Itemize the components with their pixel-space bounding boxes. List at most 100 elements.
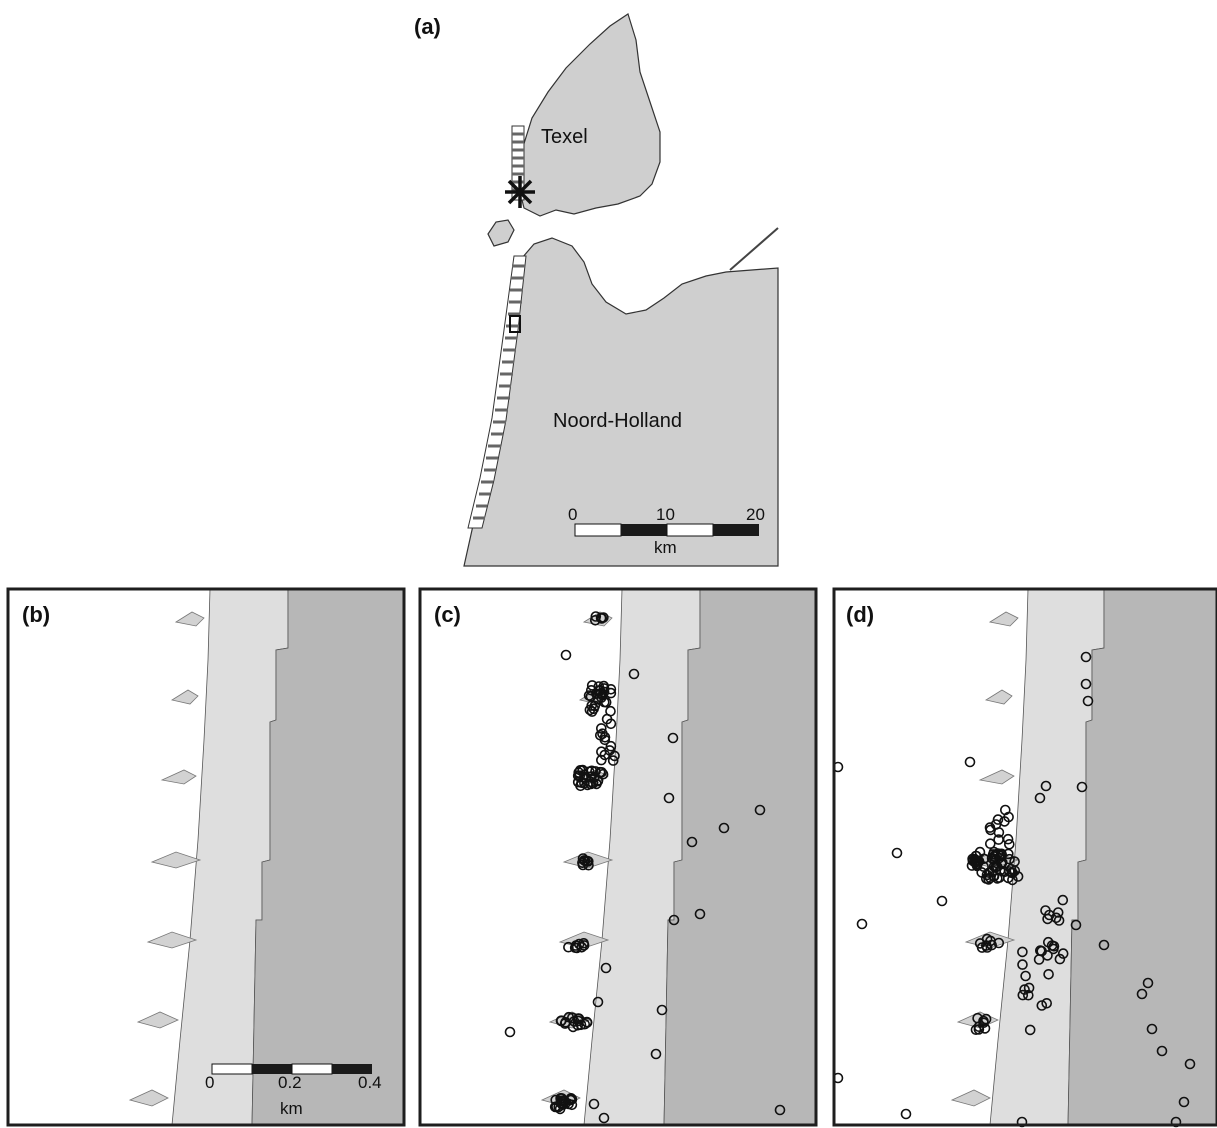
observation-point — [1156, 1045, 1168, 1057]
observation-point — [1017, 989, 1029, 1001]
observation-point — [694, 908, 706, 920]
observation-point — [1042, 913, 1053, 925]
panel-d-map: (d) — [832, 587, 1217, 1128]
observation-point — [976, 867, 988, 878]
scale-bar-b: 0 0.2 0.4 km — [205, 1063, 382, 1118]
scale-a-unit: km — [654, 538, 677, 557]
observation-point — [1043, 968, 1054, 980]
observation-point — [1041, 997, 1052, 1009]
observation-point — [582, 779, 593, 791]
observation-point — [990, 819, 1002, 830]
observation-point — [1009, 865, 1021, 877]
observation-point — [565, 1093, 577, 1104]
observation-point — [971, 859, 983, 871]
observation-point — [560, 649, 572, 661]
observation-point — [1070, 919, 1082, 931]
observation-point — [598, 1112, 610, 1124]
scale-b-tick-0: 0 — [205, 1073, 214, 1092]
observation-point — [595, 687, 607, 699]
observation-point — [1142, 977, 1154, 989]
observation-point — [597, 728, 608, 740]
observation-point — [586, 680, 598, 691]
observation-point — [718, 822, 730, 834]
observation-point — [992, 814, 1004, 825]
study-site-marker — [509, 315, 521, 333]
observation-point — [583, 690, 595, 701]
afsluitdijk-line — [729, 227, 779, 271]
scale-a-tick-0: 0 — [568, 505, 577, 524]
observation-point — [774, 1104, 786, 1116]
observation-point — [594, 729, 606, 741]
observation-point — [598, 696, 610, 708]
observation-point — [1002, 833, 1014, 845]
observation-point — [979, 1023, 991, 1034]
observation-point — [1080, 678, 1092, 690]
observation-point — [576, 941, 588, 953]
observation-point — [579, 1018, 591, 1030]
place-noord-holland: Noord-Holland — [553, 410, 682, 432]
panel-a-map: (a) Texel Noord-Holland 0 10 20 km — [414, 13, 779, 567]
observation-point — [1040, 780, 1052, 792]
observation-point — [981, 869, 993, 881]
observation-point — [1082, 695, 1094, 707]
observation-point — [593, 681, 605, 692]
observation-point — [984, 838, 996, 850]
observations-d — [832, 651, 1196, 1128]
observation-point — [1003, 838, 1015, 850]
texel-island — [517, 13, 661, 217]
observations-c — [504, 611, 786, 1124]
observation-point — [574, 770, 586, 782]
panel-d-label: (d) — [846, 602, 874, 627]
observation-point — [972, 1012, 983, 1024]
observation-point — [667, 732, 679, 744]
observation-point — [754, 804, 766, 816]
observation-point — [1019, 984, 1030, 995]
observation-point — [668, 914, 680, 926]
observation-point — [605, 740, 617, 752]
scale-b-tick-0.2: 0.2 — [278, 1073, 302, 1092]
observation-point — [1024, 1024, 1036, 1036]
observation-point — [1004, 866, 1015, 877]
islet — [487, 219, 515, 247]
panel-b-map: (b) 0 0.2 0.4 km — [6, 587, 406, 1127]
observation-point — [628, 668, 640, 680]
observation-point — [1184, 1058, 1196, 1070]
panel-a-label: (a) — [414, 14, 441, 39]
dune-zone-d — [1067, 588, 1217, 1126]
observation-point — [595, 754, 607, 766]
observation-point — [585, 776, 596, 788]
panel-c-map: (c) — [418, 587, 818, 1127]
observation-point — [572, 776, 584, 788]
scale-b-unit: km — [280, 1099, 303, 1118]
observation-point — [891, 847, 903, 859]
observation-point — [588, 1098, 600, 1110]
observation-point — [577, 857, 588, 869]
observation-point — [581, 1016, 593, 1028]
observation-point — [964, 756, 976, 768]
observation-point — [605, 687, 617, 699]
observation-point — [936, 895, 948, 907]
observation-point — [1052, 907, 1064, 918]
observation-point — [559, 1018, 571, 1029]
groyne-b-7 — [128, 1089, 169, 1107]
observation-point — [1003, 811, 1014, 823]
groyne-b-4 — [150, 851, 202, 869]
observation-point — [1057, 948, 1069, 959]
observation-point — [598, 612, 609, 623]
observation-point — [1136, 988, 1148, 1000]
observation-point — [592, 996, 604, 1008]
observation-point — [1057, 894, 1069, 906]
observation-point — [1042, 950, 1053, 961]
observation-point — [996, 858, 1007, 870]
observation-point — [1146, 1023, 1158, 1035]
groyne-b-3 — [160, 769, 197, 785]
observation-point — [582, 856, 594, 867]
observation-point — [900, 1108, 912, 1120]
observation-point — [583, 859, 594, 871]
observation-point — [577, 764, 588, 776]
observation-point — [1054, 953, 1066, 965]
observation-point — [1023, 982, 1035, 994]
observation-point — [604, 745, 616, 756]
noord-holland-coast-band — [467, 255, 527, 529]
